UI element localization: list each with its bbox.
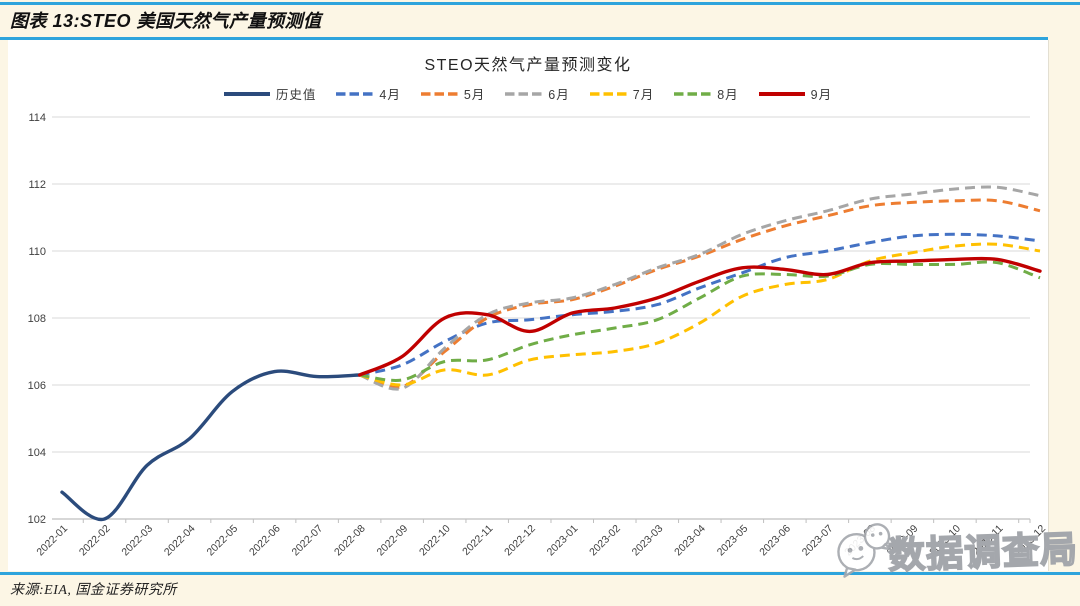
legend-line-sample — [420, 91, 458, 96]
footer-rule — [0, 572, 1080, 575]
header-rule — [0, 37, 1048, 40]
legend-label: 历史值 — [275, 88, 317, 102]
legend-line-sample — [674, 91, 712, 96]
watermark-text: 数据调查局 — [887, 528, 1080, 577]
top-rule — [0, 2, 1080, 5]
legend-item: 5月 — [420, 84, 486, 103]
legend-item: 8月 — [674, 84, 738, 103]
legend-label: 7月 — [632, 88, 655, 102]
legend-line-sample — [223, 91, 270, 96]
figure-title: 图表 13:STEO 美国天然气产量预测值 — [10, 11, 322, 31]
legend-line-sample — [505, 91, 543, 96]
legend-item: 历史值 — [223, 84, 317, 103]
legend-line-sample — [758, 91, 805, 96]
legend-item: 7月 — [589, 84, 655, 103]
legend-item: 4月 — [336, 84, 400, 103]
legend-label: 6月 — [548, 88, 570, 102]
legend-label: 4月 — [379, 88, 401, 102]
legend-label: 9月 — [810, 88, 833, 102]
legend-label: 5月 — [463, 88, 486, 102]
figure-header: 图表 13:STEO 美国天然气产量预测值 — [10, 7, 1070, 33]
legend-item: 9月 — [758, 84, 833, 103]
legend-item: 6月 — [505, 84, 569, 103]
legend-label: 8月 — [717, 88, 739, 102]
watermark: 数据调查局 — [832, 521, 1080, 578]
chart-legend: 历史值 4月 5月 6月 7月 8月 9月 — [8, 84, 1048, 103]
legend-line-sample — [589, 91, 627, 96]
legend-line-sample — [336, 91, 374, 96]
wechat-logo-icon — [837, 523, 892, 578]
chart-title: STEO天然气产量预测变化 — [424, 57, 632, 74]
source-text: 来源:EIA, 国金证券研究所 — [10, 583, 177, 598]
chart-card: STEO天然气产量预测变化 历史值 4月 5月 6月 7月 8月 9月 — [8, 40, 1049, 571]
